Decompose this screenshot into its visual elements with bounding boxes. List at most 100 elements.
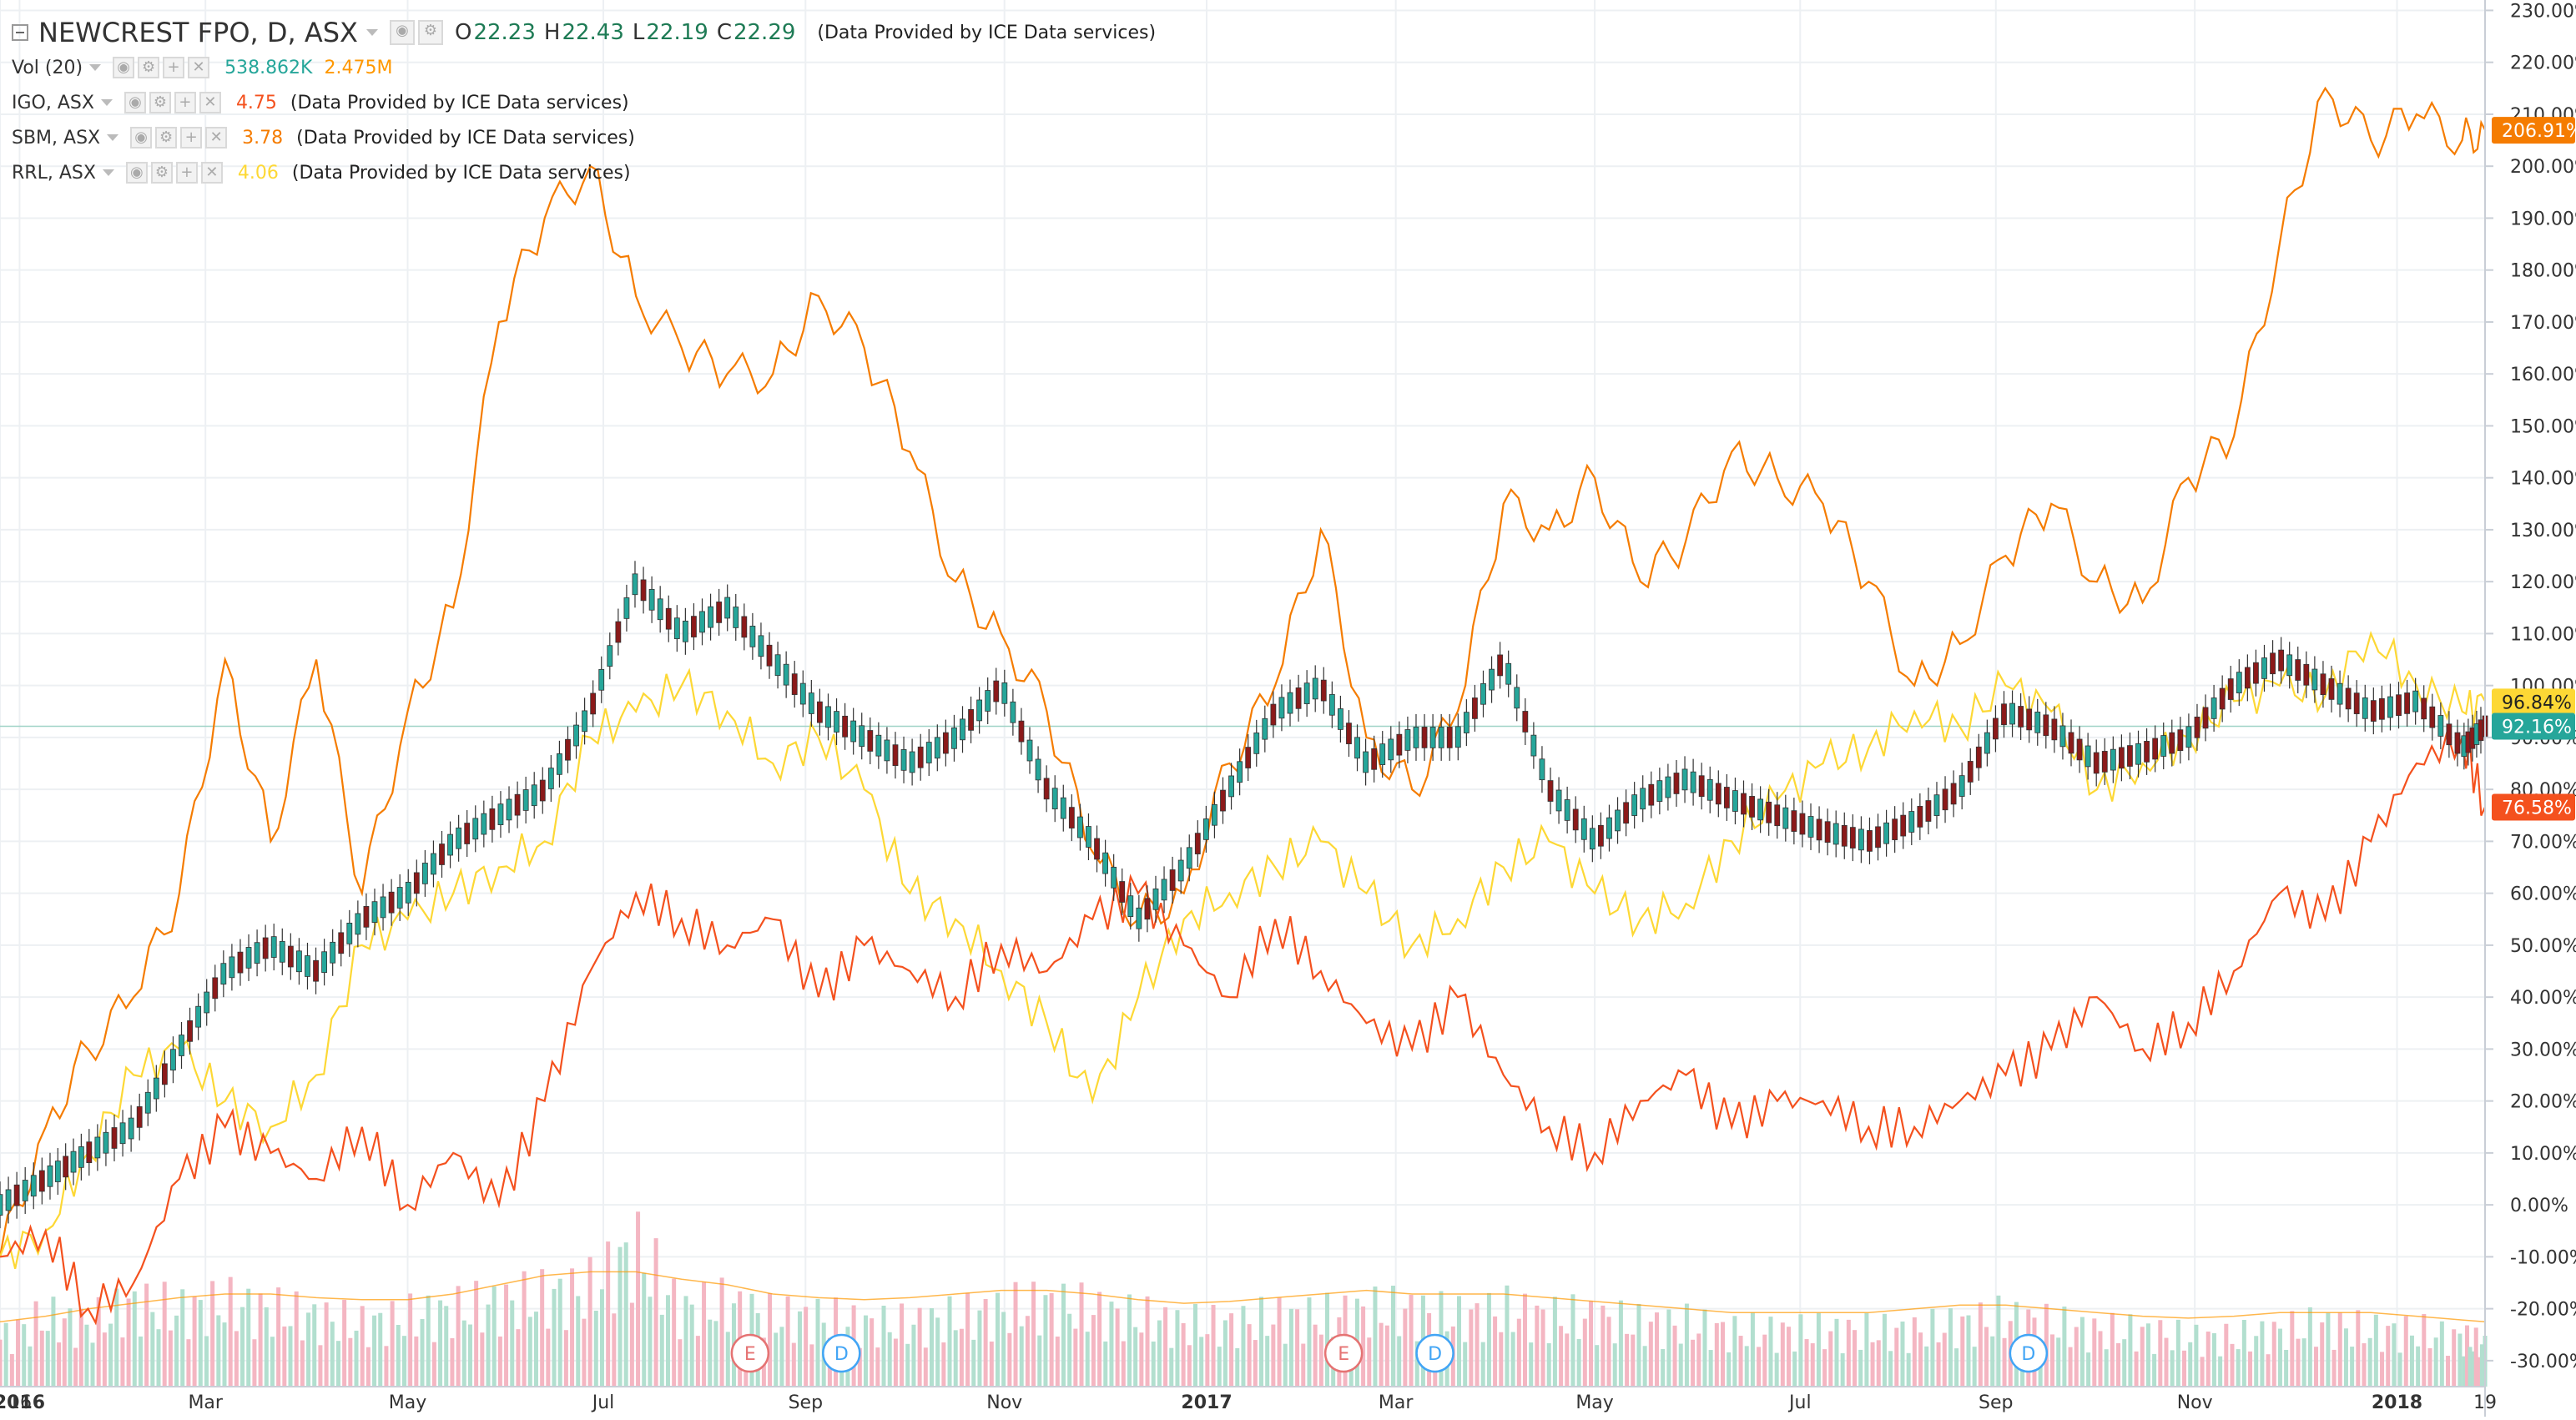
add-icon[interactable]: + (163, 57, 185, 78)
candle-body (2026, 708, 2033, 731)
volume-bar (1984, 1327, 1989, 1387)
marker-circle (822, 1333, 861, 1373)
volume-bar (1876, 1340, 1881, 1387)
volume-bar (426, 1295, 431, 1387)
candle-body (2160, 735, 2167, 757)
gear-icon[interactable]: ⚙ (138, 57, 160, 78)
volume-bar (1780, 1322, 1785, 1387)
chevron-down-icon[interactable] (89, 64, 102, 71)
candle-body (1766, 801, 1772, 823)
chevron-down-icon[interactable] (100, 99, 113, 106)
volume-label[interactable]: Vol (20) (12, 57, 83, 78)
volume-bar (1990, 1336, 1995, 1387)
chevron-down-icon[interactable] (102, 169, 114, 176)
volume-bar (983, 1298, 988, 1387)
candle-body (2018, 706, 2024, 728)
volume-bar (1397, 1336, 1402, 1387)
volume-bar (1625, 1333, 1630, 1387)
x-tick-label: May (389, 1392, 426, 1413)
legend-compare-row: SBM, ASX ◉ ⚙ + ✕ 3.78 (Data Provided by … (12, 120, 1156, 155)
candle-body (1102, 852, 1108, 874)
volume-bar (1049, 1292, 1054, 1387)
volume-bar (552, 1288, 557, 1387)
candle-body (1245, 747, 1252, 768)
volume-bar (132, 1291, 137, 1387)
volume-bar (1738, 1336, 1743, 1387)
compare-symbol-label[interactable]: IGO, ASX (12, 92, 94, 113)
close-icon[interactable]: ✕ (205, 127, 228, 149)
chevron-down-icon[interactable] (107, 134, 119, 141)
volume-bar (102, 1332, 107, 1387)
candle-body (1463, 712, 1469, 733)
candle-body (2437, 715, 2444, 737)
candle-body (834, 711, 839, 733)
add-icon[interactable]: + (174, 92, 196, 113)
candle-body (1807, 816, 1814, 838)
volume-bar (1727, 1352, 1732, 1387)
volume-bar (180, 1289, 185, 1387)
volume-bar (1318, 1334, 1323, 1387)
eye-icon[interactable]: ◉ (125, 162, 148, 184)
close-icon[interactable]: ✕ (199, 92, 221, 113)
main-provider-note: (Data Provided by ICE Data services) (817, 22, 1157, 43)
volume-bar (1774, 1352, 1779, 1387)
candle-body (1094, 838, 1100, 860)
compare-symbol-label[interactable]: SBM, ASX (12, 127, 101, 149)
volume-bar (576, 1296, 581, 1387)
close-icon[interactable]: ✕ (188, 57, 210, 78)
volume-bar (1361, 1306, 1366, 1387)
volume-bar (378, 1312, 383, 1387)
volume-bar (1589, 1301, 1594, 1387)
add-icon[interactable]: + (180, 127, 203, 149)
main-symbol-label[interactable]: NEWCREST FPO, D, ASX (38, 17, 358, 48)
ohlc-close: C22.29 (717, 20, 796, 45)
compare-symbol-label[interactable]: RRL, ASX (12, 162, 96, 184)
gear-icon[interactable]: ⚙ (417, 20, 443, 45)
volume-bar (1661, 1348, 1666, 1387)
chevron-down-icon[interactable] (365, 29, 378, 36)
y-tick-label: 60.00% (2510, 884, 2576, 905)
volume-bar (246, 1288, 251, 1387)
candle-body (799, 682, 806, 705)
volume-bar (629, 1302, 634, 1387)
candle-body (1186, 847, 1192, 869)
close-icon[interactable]: ✕ (200, 162, 223, 184)
volume-bar (2386, 1326, 2391, 1387)
candle-body (346, 922, 353, 944)
volume-bar (516, 1329, 521, 1387)
candle-body (1194, 833, 1201, 854)
eye-icon[interactable]: ◉ (130, 127, 153, 149)
gear-icon[interactable]: ⚙ (150, 162, 173, 184)
candle-body (1505, 662, 1512, 685)
volume-bar (1187, 1345, 1192, 1387)
add-icon[interactable]: + (175, 162, 198, 184)
candle-body (867, 730, 874, 752)
volume-bar (2416, 1346, 2421, 1387)
volume-bar (593, 1310, 598, 1387)
volume-bar (401, 1336, 406, 1387)
y-tick-label: 170.00% (2510, 313, 2576, 334)
eye-icon[interactable]: ◉ (124, 92, 146, 113)
open-label: O (454, 20, 472, 45)
candle-body (2311, 668, 2318, 691)
candle-body (582, 710, 588, 733)
volume-bar (318, 1345, 323, 1387)
volume-bar (1552, 1297, 1557, 1387)
candle-body (2412, 690, 2419, 713)
collapse-icon[interactable] (12, 24, 28, 41)
candle-body (161, 1063, 168, 1085)
candle-body (1111, 866, 1117, 889)
gear-icon[interactable]: ⚙ (149, 92, 171, 113)
y-tick-label: 200.00% (2510, 157, 2576, 178)
last-value-label: 76.58% (2502, 798, 2572, 818)
volume-bar (2044, 1303, 2049, 1387)
eye-icon[interactable]: ◉ (389, 20, 415, 45)
candle-body (2295, 659, 2301, 681)
gear-icon[interactable]: ⚙ (155, 127, 178, 149)
volume-bar (228, 1276, 233, 1387)
candle-body (338, 932, 345, 954)
eye-icon[interactable]: ◉ (113, 57, 135, 78)
volume-bar (1409, 1294, 1414, 1387)
volume-bar (989, 1341, 994, 1387)
